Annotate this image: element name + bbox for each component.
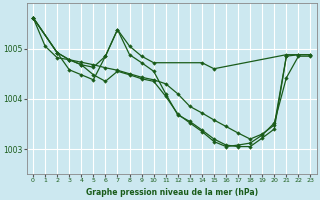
X-axis label: Graphe pression niveau de la mer (hPa): Graphe pression niveau de la mer (hPa) bbox=[86, 188, 258, 197]
